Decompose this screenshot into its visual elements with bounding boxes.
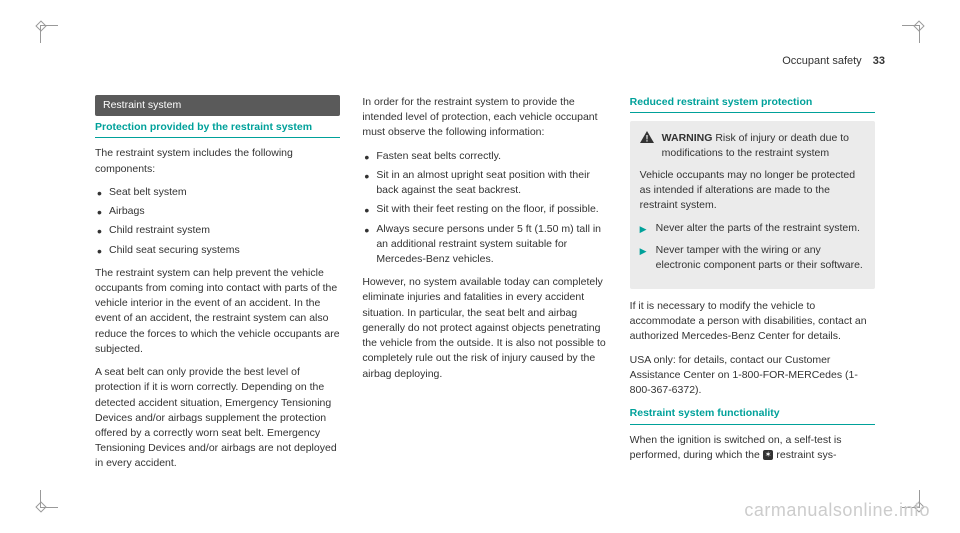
list-item: Never tamper with the wiring or any elec… bbox=[640, 243, 865, 273]
restraint-indicator-icon: ✶ bbox=[763, 450, 774, 460]
column-3: Reduced restraint system protection ! WA… bbox=[630, 95, 875, 480]
corner-decoration-tr bbox=[902, 25, 920, 43]
list-item: Never alter the parts of the restraint s… bbox=[640, 221, 865, 236]
paragraph: USA only: for details, contact our Custo… bbox=[630, 353, 875, 399]
intro-text: In order for the restraint system to pro… bbox=[362, 95, 607, 141]
list-item: Always secure persons under 5 ft (1.50 m… bbox=[362, 222, 607, 268]
observations-list: Fasten seat belts correctly. Sit in an a… bbox=[362, 149, 607, 268]
paragraph: A seat belt can only provide the best le… bbox=[95, 365, 340, 472]
warning-text: Vehicle occupants may no longer be prote… bbox=[640, 168, 865, 214]
components-list: Seat belt system Airbags Child restraint… bbox=[95, 185, 340, 258]
list-item: Child restraint system bbox=[95, 223, 340, 238]
list-item: Sit with their feet resting on the floor… bbox=[362, 202, 607, 217]
column-2: In order for the restraint system to pro… bbox=[362, 95, 607, 480]
corner-decoration-tl bbox=[40, 25, 58, 43]
column-1: Restraint system Protection provided by … bbox=[95, 95, 340, 480]
warning-label: WARNING bbox=[662, 132, 713, 144]
list-item: Child seat securing systems bbox=[95, 243, 340, 258]
section-name: Occupant safety bbox=[782, 55, 862, 67]
list-item: Sit in an almost upright seat position w… bbox=[362, 168, 607, 198]
svg-text:!: ! bbox=[645, 134, 648, 144]
text-fragment: restraint sys- bbox=[773, 449, 836, 461]
warning-actions: Never alter the parts of the restraint s… bbox=[640, 221, 865, 273]
list-item: Fasten seat belts correctly. bbox=[362, 149, 607, 164]
warning-header: ! WARNING Risk of injury or death due to… bbox=[640, 131, 865, 161]
warning-title-text: WARNING Risk of injury or death due to m… bbox=[662, 131, 865, 161]
warning-icon: ! bbox=[640, 131, 654, 143]
corner-decoration-bl bbox=[40, 490, 58, 508]
warning-box: ! WARNING Risk of injury or death due to… bbox=[630, 121, 875, 289]
paragraph: When the ignition is switched on, a self… bbox=[630, 433, 875, 463]
paragraph: The restraint system can help prevent th… bbox=[95, 266, 340, 357]
page-header: Occupant safety 33 bbox=[782, 55, 885, 67]
list-item: Airbags bbox=[95, 204, 340, 219]
paragraph: However, no system available today can c… bbox=[362, 275, 607, 382]
page-number: 33 bbox=[873, 55, 885, 67]
subsection-header: Protection provided by the restraint sys… bbox=[95, 120, 340, 138]
subsection-header: Restraint system functionality bbox=[630, 406, 875, 424]
subsection-header: Reduced restraint system protection bbox=[630, 95, 875, 113]
watermark: carmanualsonline.info bbox=[744, 500, 930, 521]
intro-text: The restraint system includes the follow… bbox=[95, 146, 340, 176]
section-header: Restraint system bbox=[95, 95, 340, 116]
list-item: Seat belt system bbox=[95, 185, 340, 200]
paragraph: If it is necessary to modify the vehicle… bbox=[630, 299, 875, 345]
main-content: Restraint system Protection provided by … bbox=[95, 95, 875, 480]
